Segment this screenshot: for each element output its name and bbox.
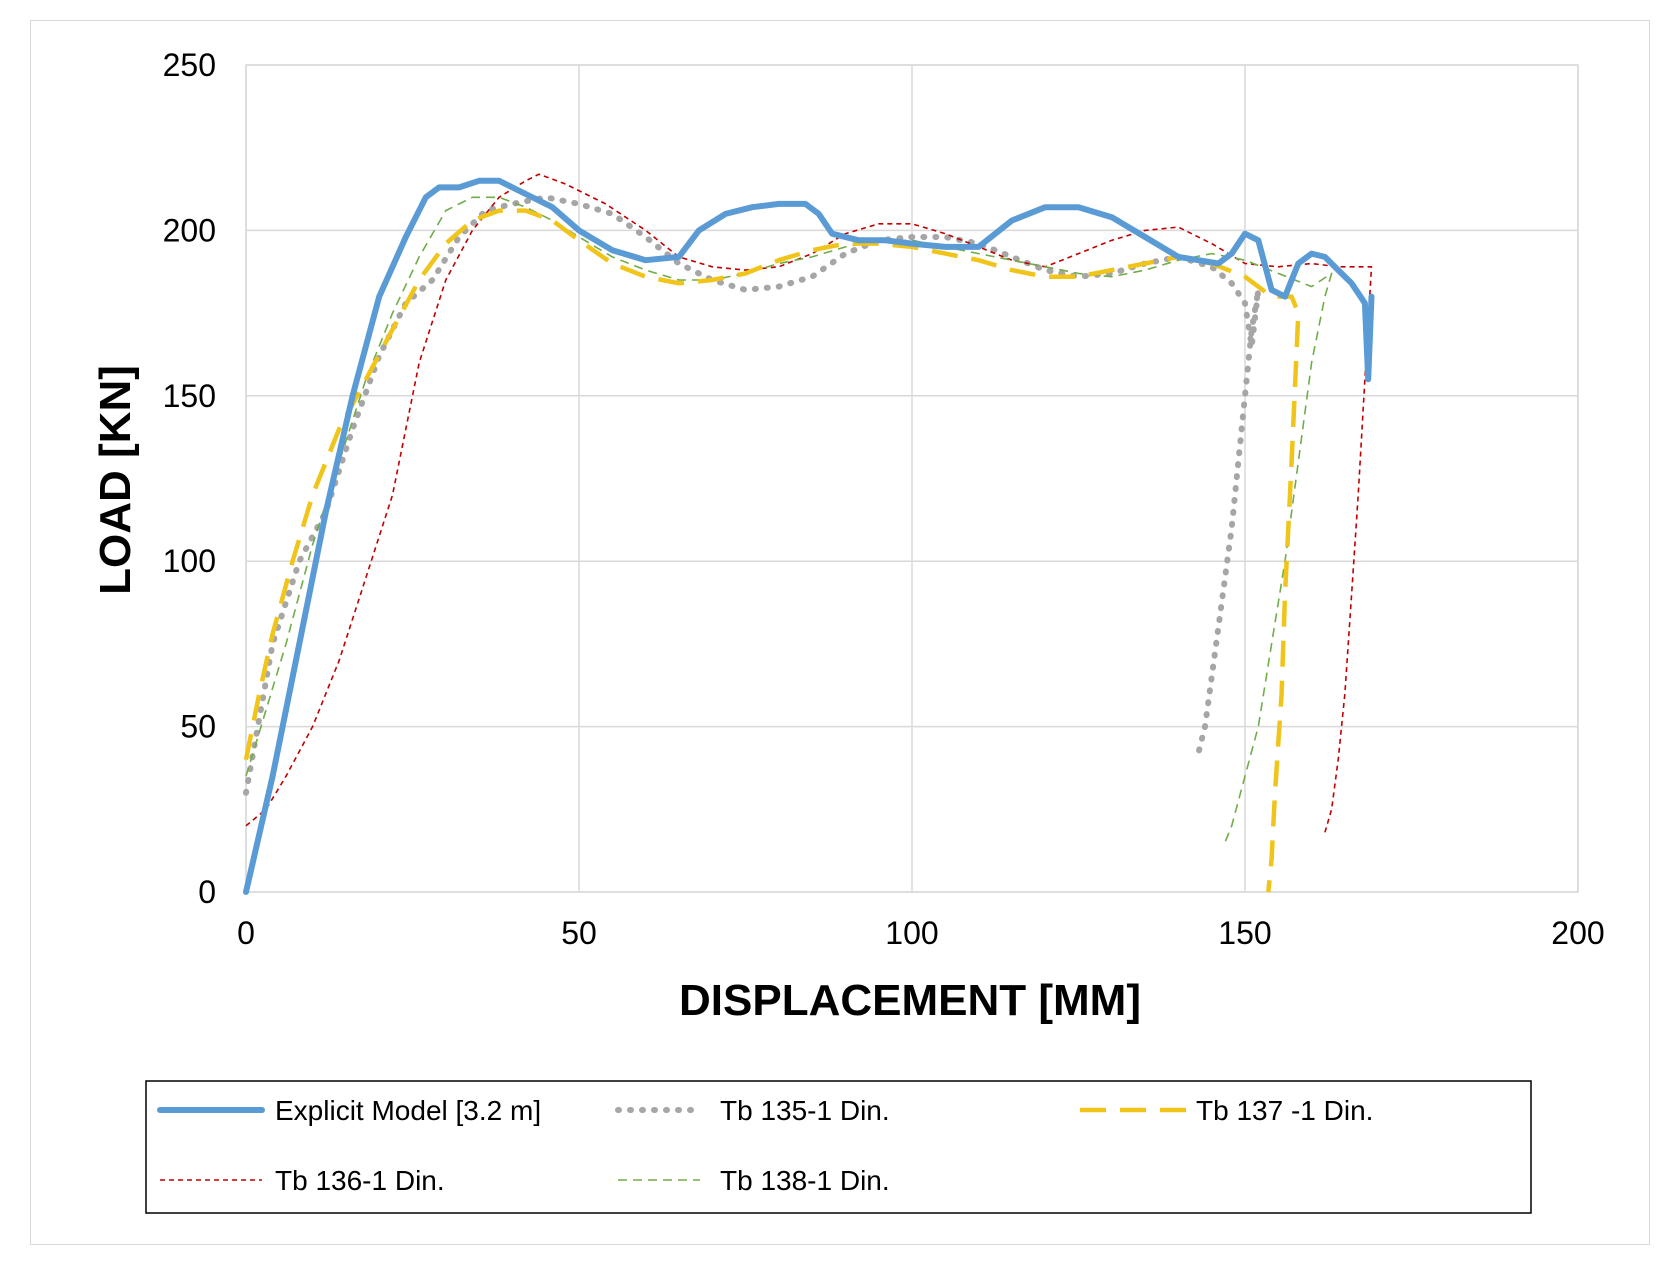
- y-tick-label: 150: [163, 378, 216, 414]
- grid-lines: [245, 64, 1579, 893]
- x-axis-title: DISPLACEMENT [MM]: [679, 976, 1141, 1025]
- x-tick-label: 150: [1218, 915, 1271, 951]
- series-line-4: [245, 173, 1373, 833]
- legend-label-4: Tb 136-1 Din.: [275, 1165, 445, 1196]
- y-tick-label: 250: [163, 47, 216, 83]
- series-line-3: [243, 208, 1301, 893]
- y-tick-label: 50: [180, 709, 216, 745]
- tick-labels: 0 50 100 150 200 0 50 100 150 200 250: [163, 47, 1605, 951]
- legend-label-3: Tb 137 -1 Din.: [1196, 1095, 1373, 1126]
- legend: Explicit Model [3.2 m] Tb 135-1 Din. Tb 13…: [157, 1095, 1373, 1196]
- x-tick-label: 200: [1551, 915, 1604, 951]
- series-layer: [243, 173, 1375, 895]
- legend-box: [145, 1080, 1532, 1214]
- series-line-1: [243, 177, 1375, 895]
- legend-label-2: Tb 135-1 Din.: [720, 1095, 890, 1126]
- y-tick-label: 100: [163, 543, 216, 579]
- y-tick-label: 200: [163, 212, 216, 248]
- x-tick-label: 50: [561, 915, 597, 951]
- x-tick-label: 100: [885, 915, 938, 951]
- series-line-2: [243, 194, 1262, 796]
- y-axis-title: LOAD [KN]: [91, 365, 140, 595]
- series-line-5: [245, 196, 1333, 843]
- legend-label-1: Explicit Model [3.2 m]: [275, 1095, 541, 1126]
- y-tick-label: 0: [198, 874, 216, 910]
- legend-label-5: Tb 138-1 Din.: [720, 1165, 890, 1196]
- x-tick-label: 0: [237, 915, 255, 951]
